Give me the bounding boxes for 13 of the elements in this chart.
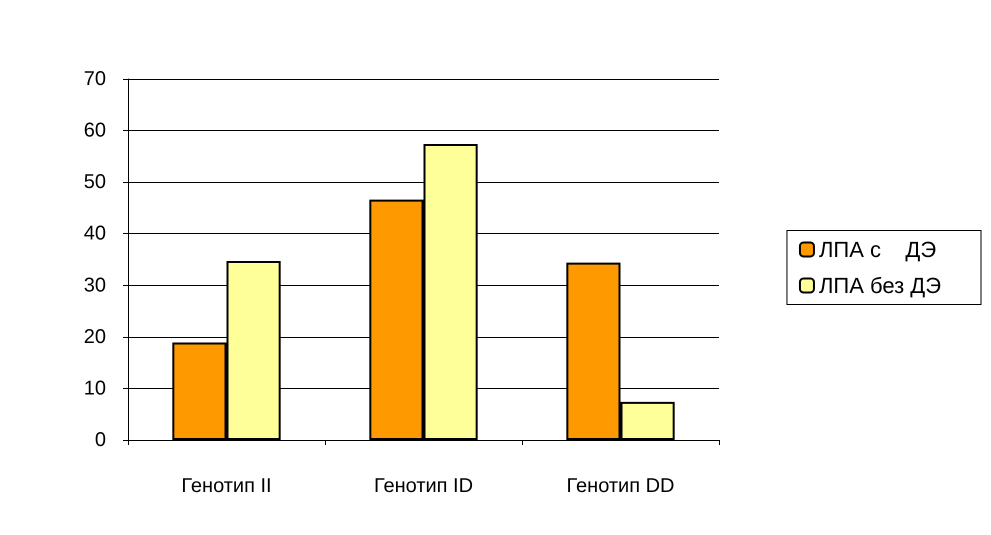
x-tick-label: Генотип ID xyxy=(374,475,474,497)
y-tick-label: 0 xyxy=(94,429,106,451)
y-tick-label: 20 xyxy=(84,326,106,348)
y-tick-label: 70 xyxy=(84,68,106,90)
y-tick-label: 60 xyxy=(84,120,106,142)
legend-label: ЛПА без ДЭ xyxy=(818,273,942,298)
y-tick-label: 50 xyxy=(84,171,106,194)
x-tick-label: Генотип DD xyxy=(566,475,674,497)
y-tick-label: 30 xyxy=(84,274,106,296)
x-tick-label: Генотип II xyxy=(181,475,272,497)
legend-label: ЛПА с ДЭ xyxy=(818,237,936,262)
y-tick-label: 10 xyxy=(84,377,106,400)
y-tick-label: 40 xyxy=(84,222,106,245)
